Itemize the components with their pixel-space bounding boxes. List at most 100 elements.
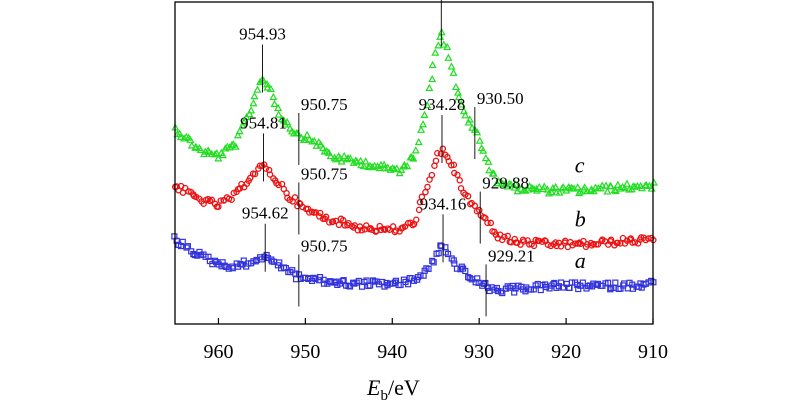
data-point-c	[324, 148, 333, 156]
data-point-c	[392, 164, 401, 172]
x-tick-label-920: 920	[551, 341, 581, 363]
data-point-a	[417, 272, 424, 279]
data-point-a	[184, 243, 191, 250]
data-point-c	[361, 157, 370, 165]
data-point-b	[329, 218, 337, 225]
data-point-c	[598, 181, 607, 189]
data-point-a	[511, 289, 518, 296]
data-point-b	[377, 226, 385, 234]
data-point-c	[484, 157, 493, 165]
data-point-a	[579, 279, 586, 286]
data-point-a	[183, 244, 190, 251]
annotation-label-b: 929.88	[482, 174, 529, 193]
data-point-c	[233, 131, 242, 139]
data-point-b	[215, 203, 222, 210]
data-point-c	[447, 62, 456, 70]
data-point-c	[630, 182, 639, 190]
data-point-b	[265, 166, 273, 174]
data-point-c	[411, 146, 420, 154]
data-point-a	[177, 242, 185, 250]
data-point-c	[263, 83, 272, 91]
data-point-a	[369, 277, 377, 284]
x-tick-label-950: 950	[290, 341, 320, 363]
x-axis-label-sub: b	[380, 388, 388, 404]
data-point-c	[451, 82, 460, 91]
chart-marks	[171, 28, 658, 297]
data-point-a	[205, 253, 212, 260]
data-point-c	[250, 91, 259, 100]
data-point-c	[221, 144, 230, 152]
data-point-c	[403, 162, 412, 170]
data-point-c	[235, 126, 244, 135]
data-point-c	[559, 183, 568, 191]
data-point-c	[622, 179, 632, 187]
data-point-c	[551, 182, 560, 191]
data-point-c	[186, 135, 195, 143]
data-point-b	[192, 193, 200, 201]
data-point-c	[326, 151, 335, 160]
data-point-c	[218, 150, 227, 159]
data-point-a	[310, 274, 317, 281]
data-point-b	[607, 236, 615, 244]
data-point-c	[606, 182, 615, 190]
data-point-c	[428, 60, 437, 69]
data-point-b	[501, 233, 508, 241]
data-point-c	[423, 101, 432, 109]
annotation-label-c: 930.50	[477, 89, 524, 108]
data-point-b	[358, 227, 365, 234]
data-point-c	[439, 40, 448, 48]
x-axis-label: Eb/eV	[366, 375, 420, 404]
data-point-a	[339, 277, 346, 285]
data-point-b	[614, 239, 621, 247]
data-point-c	[573, 183, 582, 191]
data-point-b	[208, 196, 216, 204]
data-point-c	[449, 68, 458, 76]
data-point-b	[386, 226, 393, 234]
data-point-a	[593, 281, 600, 288]
data-point-a	[435, 250, 442, 257]
data-point-a	[179, 238, 186, 245]
plot-frame	[174, 1, 654, 325]
data-point-b	[413, 216, 420, 223]
data-point-c	[425, 83, 434, 92]
data-point-b	[424, 183, 431, 191]
data-point-c	[521, 186, 530, 194]
data-point-a	[484, 284, 492, 291]
data-point-c	[620, 184, 629, 192]
annotation-label-a: 929.21	[488, 246, 535, 265]
data-point-a	[410, 277, 417, 284]
data-point-b	[415, 206, 423, 214]
data-point-c	[540, 182, 549, 190]
data-point-b	[590, 240, 597, 248]
data-point-c	[428, 74, 437, 83]
data-point-c	[535, 182, 544, 191]
data-point-a	[355, 277, 362, 285]
data-point-c	[544, 189, 553, 197]
data-point-b	[460, 189, 467, 197]
data-point-a	[430, 259, 437, 266]
data-point-c	[283, 117, 292, 126]
data-point-a	[458, 263, 465, 270]
data-point-b	[312, 209, 320, 216]
data-point-c	[397, 165, 406, 173]
data-point-c	[212, 149, 221, 157]
data-point-c	[359, 162, 368, 170]
data-point-c	[601, 181, 611, 189]
data-point-b	[434, 150, 441, 157]
x-tick-label-940: 940	[377, 341, 407, 363]
chart-annotations: 954.93950.75934.36930.50954.81950.75934.…	[239, 0, 535, 317]
chart-curve-labels: c ba	[575, 152, 586, 273]
data-point-b	[316, 209, 324, 217]
data-point-a	[568, 279, 576, 286]
data-point-c	[395, 169, 404, 177]
data-point-c	[511, 180, 520, 188]
data-point-c	[443, 42, 452, 50]
data-point-c	[465, 115, 474, 123]
data-point-c	[468, 123, 477, 131]
x-tick-label-910: 910	[638, 341, 668, 363]
data-point-b	[332, 217, 339, 225]
data-point-a	[405, 281, 412, 288]
data-point-b	[256, 162, 264, 169]
data-point-b	[376, 222, 383, 230]
